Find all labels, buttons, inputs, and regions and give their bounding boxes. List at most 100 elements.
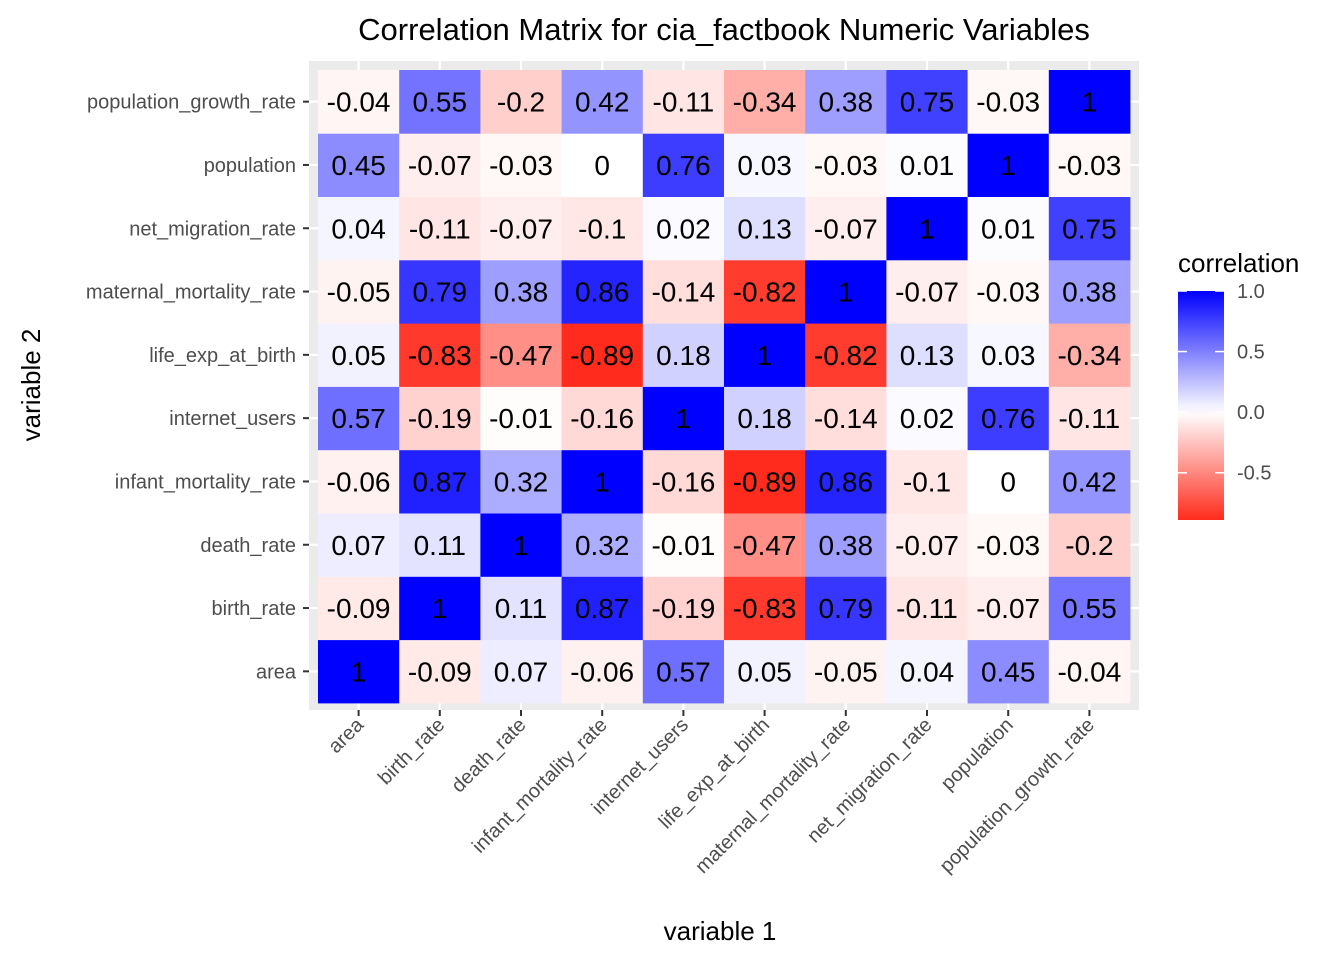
cell-value-label: -0.04: [327, 87, 391, 118]
cell-value-label: 0.32: [494, 466, 549, 497]
cell-value-label: 0.03: [737, 150, 792, 181]
legend-title: correlation: [1178, 248, 1299, 278]
cell-value-label: 0.11: [414, 530, 466, 561]
cell-value-label: 1: [351, 656, 367, 687]
cell-value-label: -0.82: [814, 340, 878, 371]
heatmap-cell: [805, 323, 887, 387]
x-tick-label: population: [937, 714, 1018, 795]
heatmap-cell: [805, 449, 887, 514]
cell-value-label: -0.11: [1059, 403, 1121, 434]
cell-value-label: 0.42: [575, 87, 630, 118]
heatmap-cell: [1048, 323, 1131, 387]
legend-colorbar: [1178, 291, 1224, 520]
cell-value-label: 0.79: [413, 277, 468, 308]
cell-value-label: 1: [513, 530, 529, 561]
cell-value-label: -0.83: [408, 340, 472, 371]
heatmap-cell: [561, 639, 644, 704]
cell-value-label: -0.83: [733, 593, 797, 624]
cell-value-label: -0.03: [489, 150, 553, 181]
heatmap-cell: [1048, 259, 1131, 324]
heatmap-cell: [805, 386, 887, 451]
cell-value-label: 1: [676, 403, 692, 434]
cell-value-label: -0.1: [903, 466, 951, 497]
cell-value-label: -0.07: [976, 593, 1040, 624]
cell-value-label: -0.11: [896, 593, 958, 624]
heatmap-cell: [724, 386, 806, 451]
cell-value-label: 0.38: [1062, 277, 1117, 308]
x-tick-label: maternal_mortality_rate: [691, 714, 855, 878]
cell-value-label: -0.14: [814, 403, 878, 434]
cell-value-label: 0.32: [575, 530, 630, 561]
heatmap-cell: [318, 449, 400, 514]
cell-value-label: -0.09: [327, 593, 391, 624]
cell-value-label: 0: [1000, 466, 1016, 497]
heatmap-cell: [805, 576, 887, 641]
heatmap-cell: [561, 513, 644, 577]
cell-value-label: -0.16: [651, 466, 715, 497]
heatmap-cell: [399, 259, 481, 324]
heatmap-cell: [967, 70, 1050, 134]
cell-value-label: -0.05: [814, 656, 878, 687]
legend-tick-label: 0.5: [1237, 342, 1265, 364]
cell-value-label: 1: [1000, 150, 1016, 181]
heatmap-cell: [1048, 449, 1131, 514]
heatmap-cell: [318, 259, 400, 324]
cell-value-label: -0.09: [408, 656, 472, 687]
x-tick-label: birth_rate: [374, 714, 449, 789]
cell-value-label: 0.75: [1062, 213, 1117, 244]
heatmap-cell: [561, 70, 644, 134]
color-legend: correlation 1.0 0.5 0.0 -0.5: [1178, 248, 1299, 520]
heatmap-cell: [480, 133, 562, 197]
heatmap-cell: [399, 386, 481, 451]
cell-value-label: 0.57: [656, 656, 711, 687]
heatmap-cell: [480, 639, 562, 704]
cell-value-label: 0.38: [494, 277, 549, 308]
heatmap-cell: [561, 323, 644, 387]
heatmap-cell: [886, 196, 968, 261]
cell-value-label: 0.01: [900, 150, 955, 181]
cell-value-label: 0.05: [331, 340, 386, 371]
heatmap-cell: [967, 196, 1050, 261]
heatmap-cell: [318, 576, 400, 641]
cell-value-label: 0.45: [981, 656, 1036, 687]
heatmap-cell: [724, 639, 806, 704]
cell-value-label: 0.07: [331, 530, 386, 561]
heatmap-cell: [561, 386, 644, 451]
cell-value-label: -0.07: [895, 530, 959, 561]
heatmap-cell: [1048, 513, 1131, 577]
cell-value-label: 0.04: [331, 213, 386, 244]
cell-value-label: 0.02: [656, 213, 711, 244]
cell-value-label: 0.38: [819, 530, 874, 561]
cell-value-label: 0.13: [900, 340, 955, 371]
y-tick-label: infant_mortality_rate: [115, 471, 296, 493]
heatmap-cell: [1048, 639, 1131, 704]
y-tick-label: birth_rate: [212, 598, 297, 620]
cell-value-label: 0.13: [737, 213, 792, 244]
cell-value-label: -0.05: [327, 277, 391, 308]
heatmap-cell: [318, 196, 400, 261]
cell-value-label: 0.45: [331, 150, 386, 181]
heatmap-cell: [1048, 133, 1131, 197]
heatmap-cell: [399, 70, 481, 134]
heatmap-cell: [642, 513, 725, 577]
heatmap-cell: [561, 259, 644, 324]
x-tick-label: infant_mortality_rate: [468, 714, 612, 858]
cell-value-label: -0.11: [653, 87, 715, 118]
cell-value-label: -0.03: [1057, 150, 1121, 181]
y-tick-label: population_growth_rate: [87, 92, 296, 114]
cell-value-label: 1: [838, 277, 854, 308]
cell-value-label: 0.02: [900, 403, 955, 434]
cell-value-label: 0.55: [413, 87, 468, 118]
heatmap-cell: [480, 259, 562, 324]
cell-value-label: 0.11: [495, 593, 547, 624]
cell-value-label: -0.2: [1065, 530, 1113, 561]
legend-tick-label: -0.5: [1237, 463, 1271, 485]
cell-value-label: 0.86: [575, 277, 630, 308]
heatmap-cell: [724, 70, 806, 134]
cell-value-label: -0.04: [1057, 656, 1121, 687]
heatmap-cell: [318, 386, 400, 451]
heatmap-cell: [805, 513, 887, 577]
heatmap-tiles: [318, 70, 1131, 704]
heatmap-cell: [886, 259, 968, 324]
